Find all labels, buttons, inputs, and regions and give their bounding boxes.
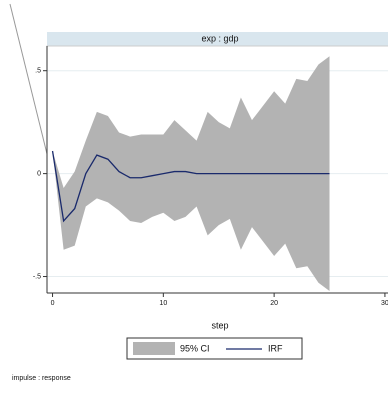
y-tick-label: 0 xyxy=(37,170,41,177)
decor-line xyxy=(9,3,49,159)
chart-title: exp : gdp xyxy=(201,33,238,43)
legend-label: 95% CI xyxy=(180,343,210,353)
irf-line xyxy=(51,150,330,223)
panel-header xyxy=(47,32,388,46)
legend-swatch xyxy=(133,342,175,355)
y-tick-label: .5 xyxy=(35,68,41,75)
ci-band xyxy=(52,56,330,291)
x-tick-label: 20 xyxy=(270,300,278,307)
y-tick-label: -.5 xyxy=(33,273,41,280)
x-axis-label: step xyxy=(211,320,228,330)
note: impulse : response xyxy=(12,375,71,382)
legend-label: IRF xyxy=(268,343,283,353)
x-tick-label: 30 xyxy=(381,300,388,307)
x-tick-label: 10 xyxy=(159,300,167,307)
x-tick-label: 0 xyxy=(51,300,55,307)
